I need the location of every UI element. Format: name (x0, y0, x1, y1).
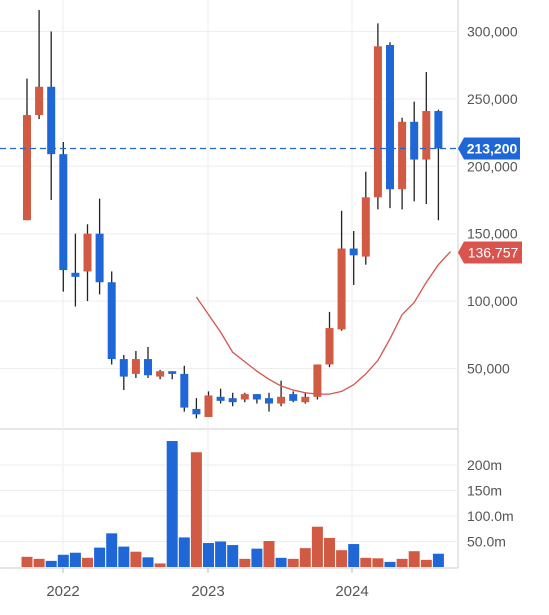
volume-bar (287, 558, 299, 567)
volume-tick-label: 100.0m (467, 508, 514, 524)
volume-bar (239, 558, 251, 567)
candle-body (349, 248, 358, 256)
volume-bar (118, 546, 130, 567)
candle-body (107, 282, 116, 360)
volume-bar (94, 547, 106, 567)
candle-body (361, 197, 370, 257)
volume-bar (420, 559, 432, 567)
volume-bar (130, 551, 142, 567)
candle-body (47, 86, 56, 155)
volume-bar (360, 557, 372, 567)
candle-body (410, 121, 419, 160)
volume-bar (178, 537, 190, 567)
volume-bar (396, 558, 408, 567)
candle-body (301, 396, 310, 403)
price-tick-label: 250,000 (467, 91, 518, 107)
volume-bar (203, 543, 214, 567)
volume-bar (263, 540, 275, 567)
volume-tick-label: 200m (467, 457, 502, 473)
candle-body (252, 394, 261, 400)
candle-body (23, 115, 31, 221)
moving-average-badge (458, 241, 522, 264)
price-tick-label: 300,000 (467, 24, 518, 40)
candle-body (386, 44, 394, 190)
volume-bar (215, 541, 227, 567)
candle-body (228, 398, 237, 403)
price-tick-label: 100,000 (467, 293, 518, 309)
candle-body (59, 154, 68, 271)
x-tick-label: 2023 (191, 583, 224, 600)
candle-body (313, 364, 322, 397)
volume-bar (82, 557, 93, 567)
volume-bar (251, 548, 263, 567)
price-tick-label: 150,000 (467, 226, 518, 242)
price-tick-label: 50,000 (467, 361, 510, 377)
candle-body (434, 111, 443, 149)
candle-body (95, 233, 104, 283)
candle-body (216, 396, 225, 401)
volume-bar (348, 544, 360, 567)
candle-body (277, 396, 286, 404)
candle-body (35, 86, 44, 116)
candle-body (265, 398, 273, 404)
volume-bar (21, 556, 33, 567)
candle-body (192, 408, 201, 415)
candle-body (71, 272, 80, 277)
candle-body (180, 373, 189, 408)
candle-body (119, 359, 128, 377)
volume-bar (190, 452, 202, 567)
volume-bar (372, 558, 384, 567)
volume-bar (408, 551, 420, 567)
price-tick-label: 200,000 (467, 158, 518, 174)
volume-bar (33, 558, 45, 567)
candle-body (422, 111, 431, 160)
moving-average-label: 136,757 (468, 245, 519, 261)
candle-body (144, 359, 152, 376)
candle-body (373, 46, 382, 198)
volume-bar (311, 526, 323, 567)
volume-bar (299, 548, 311, 567)
candle-body (83, 233, 92, 272)
volume-tick-label: 50.0m (467, 534, 506, 550)
volume-bar (57, 554, 69, 567)
candle-body (168, 371, 177, 374)
last-price-label: 213,200 (467, 141, 518, 157)
last-price-badge (458, 137, 520, 160)
volume-tick-label: 150m (467, 483, 502, 499)
volume-bar (142, 557, 154, 567)
moving-average-line (195, 251, 451, 395)
volume-bar (336, 550, 348, 567)
candle-body (240, 394, 249, 400)
volume-bar (432, 553, 444, 567)
volume-bar (154, 563, 166, 567)
volume-bar (45, 560, 57, 567)
x-tick-label: 2022 (46, 583, 79, 600)
candle-body (325, 328, 334, 365)
candle-body (204, 395, 213, 418)
candle-body (156, 371, 165, 377)
volume-bar (69, 552, 81, 567)
volume-bar (166, 441, 178, 567)
candle-body (337, 248, 346, 330)
volume-bar (227, 545, 239, 567)
candle-body (131, 359, 140, 374)
candle-body (398, 121, 407, 190)
volume-bar (324, 537, 335, 567)
x-tick-label: 2024 (335, 583, 368, 600)
volume-bar (384, 561, 396, 567)
candle-body (289, 394, 298, 401)
volume-bar (275, 557, 287, 567)
volume-bar (106, 533, 118, 567)
